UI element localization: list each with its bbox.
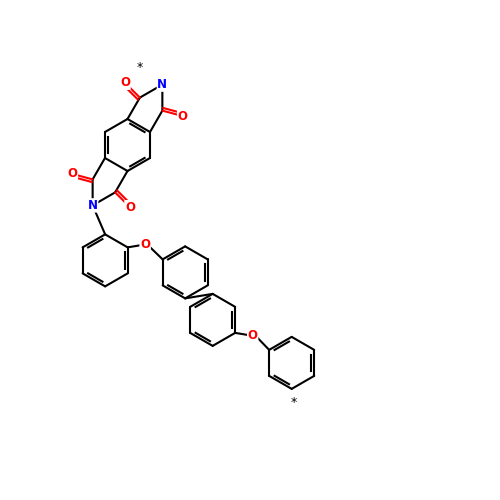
- Text: *: *: [136, 60, 143, 74]
- Text: N: N: [88, 199, 98, 212]
- Text: N: N: [158, 78, 168, 91]
- Text: O: O: [68, 168, 78, 180]
- Text: O: O: [120, 76, 130, 90]
- Text: O: O: [178, 110, 188, 122]
- Text: *: *: [291, 396, 298, 409]
- Text: O: O: [125, 200, 135, 213]
- Text: O: O: [140, 238, 150, 252]
- Text: O: O: [248, 329, 258, 342]
